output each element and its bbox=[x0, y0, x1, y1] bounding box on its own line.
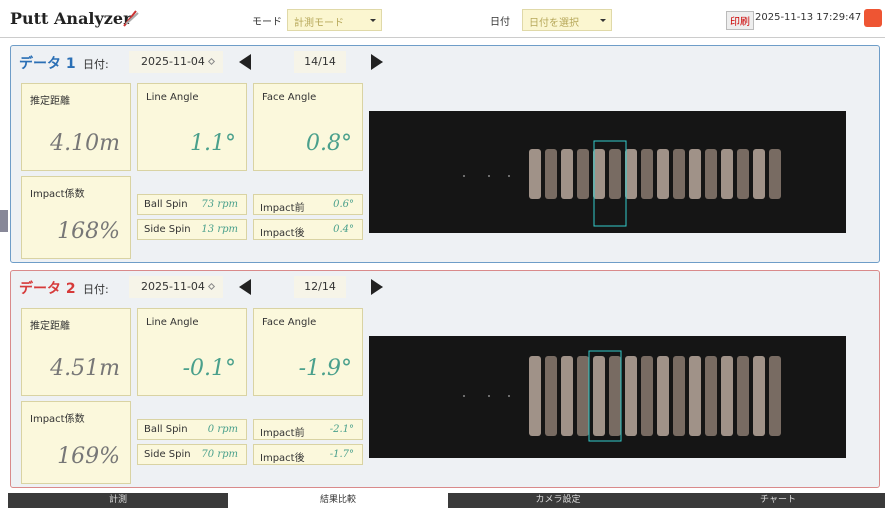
metric-value: 70 rpm bbox=[201, 449, 238, 460]
metric-card: 推定距離 4.10m bbox=[21, 83, 131, 171]
metric-card: Impact前 0.6° bbox=[253, 194, 363, 215]
putter-frames bbox=[463, 140, 781, 227]
prev-button[interactable] bbox=[239, 279, 251, 295]
metric-value: 4.51m bbox=[50, 356, 120, 381]
panel-date-label: 日付: bbox=[83, 58, 109, 71]
metric-label: Impact前 bbox=[260, 203, 305, 214]
metric-label: Face Angle bbox=[262, 92, 317, 103]
metric-value: 73 rpm bbox=[201, 199, 238, 210]
metric-label: Impact係数 bbox=[30, 189, 85, 200]
metric-label: Impact後 bbox=[260, 453, 305, 464]
metric-card: Impact後 -1.7° bbox=[253, 444, 363, 465]
metric-card: Line Angle 1.1° bbox=[137, 83, 247, 171]
metric-label: 推定距離 bbox=[30, 321, 70, 332]
camera-image bbox=[369, 111, 846, 233]
metric-card: Face Angle 0.8° bbox=[253, 83, 363, 171]
counter: 14/14 bbox=[294, 51, 346, 73]
metric-label: 推定距離 bbox=[30, 96, 70, 107]
metric-card: Side Spin 70 rpm bbox=[137, 444, 247, 465]
metric-card: Impact係数 169% bbox=[21, 401, 131, 484]
metric-label: Ball Spin bbox=[144, 199, 188, 210]
metric-value: -1.7° bbox=[329, 449, 354, 460]
metric-card: 推定距離 4.51m bbox=[21, 308, 131, 396]
nav-tab[interactable]: 計測 bbox=[8, 493, 228, 508]
nav-tab[interactable]: カメラ設定 bbox=[448, 493, 668, 508]
app-title: Putt Analyzer bbox=[10, 9, 132, 28]
next-button[interactable] bbox=[371, 54, 383, 70]
metric-card: Line Angle -0.1° bbox=[137, 308, 247, 396]
metric-label: Side Spin bbox=[144, 224, 191, 235]
mode-label: モード bbox=[252, 17, 282, 28]
header: Putt Analyzer モード 計測モード 日付 日付を選択 印刷 2025… bbox=[0, 0, 885, 38]
mode-select[interactable]: 計測モード bbox=[287, 9, 382, 31]
nav-tab[interactable]: 結果比較 bbox=[228, 493, 448, 508]
club-icon bbox=[123, 10, 139, 27]
next-button[interactable] bbox=[371, 279, 383, 295]
metric-value: 168% bbox=[57, 219, 120, 244]
nav-tab[interactable]: チャート bbox=[668, 493, 885, 508]
panel-title: データ 2 bbox=[19, 281, 76, 297]
metric-card: Ball Spin 73 rpm bbox=[137, 194, 247, 215]
panel-date-select[interactable]: 2025-11-04 bbox=[129, 276, 223, 298]
date-select[interactable]: 日付を選択 bbox=[522, 9, 612, 31]
metric-value: 1.1° bbox=[190, 131, 236, 156]
camera-image bbox=[369, 336, 846, 458]
metric-label: Ball Spin bbox=[144, 424, 188, 435]
metric-card: Face Angle -1.9° bbox=[253, 308, 363, 396]
metric-value: 0 rpm bbox=[207, 424, 238, 435]
panel-title: データ 1 bbox=[19, 56, 76, 72]
panel-date-select[interactable]: 2025-11-04 bbox=[129, 51, 223, 73]
power-button[interactable] bbox=[864, 9, 882, 27]
print-button[interactable]: 印刷 bbox=[726, 11, 754, 30]
metric-value: -2.1° bbox=[329, 424, 354, 435]
metric-value: 0.8° bbox=[306, 131, 352, 156]
metric-value: 0.6° bbox=[333, 199, 354, 210]
spinner-icon bbox=[207, 282, 216, 291]
metric-label: Impact前 bbox=[260, 428, 305, 439]
metric-value: -1.9° bbox=[298, 356, 352, 381]
metric-value: 169% bbox=[57, 444, 120, 469]
metric-value: 4.10m bbox=[50, 131, 120, 156]
metric-value: 13 rpm bbox=[201, 224, 238, 235]
prev-button[interactable] bbox=[239, 54, 251, 70]
side-handle[interactable] bbox=[0, 210, 8, 232]
counter: 12/14 bbox=[294, 276, 346, 298]
metric-card: Ball Spin 0 rpm bbox=[137, 419, 247, 440]
metric-value: 0.4° bbox=[333, 224, 354, 235]
metric-label: Impact後 bbox=[260, 228, 305, 239]
metric-card: Impact後 0.4° bbox=[253, 219, 363, 240]
metric-label: Face Angle bbox=[262, 317, 317, 328]
metric-label: Impact係数 bbox=[30, 414, 85, 425]
metric-card: Impact係数 168% bbox=[21, 176, 131, 259]
panel-date-label: 日付: bbox=[83, 283, 109, 296]
metric-label: Line Angle bbox=[146, 92, 199, 103]
metric-card: Impact前 -2.1° bbox=[253, 419, 363, 440]
date-label: 日付 bbox=[490, 17, 510, 28]
metric-label: Line Angle bbox=[146, 317, 199, 328]
putter-frames bbox=[463, 350, 781, 442]
metric-card: Side Spin 13 rpm bbox=[137, 219, 247, 240]
datetime: 2025-11-13 17:29:47 bbox=[755, 12, 862, 23]
metric-value: -0.1° bbox=[182, 356, 236, 381]
metric-label: Side Spin bbox=[144, 449, 191, 460]
data-panel: データ 1 日付: 2025-11-04 14/14 推定距離 4.10m Line Ang… bbox=[10, 45, 880, 263]
data-panel: データ 2 日付: 2025-11-04 12/14 推定距離 4.51m Line Ang… bbox=[10, 270, 880, 488]
spinner-icon bbox=[207, 57, 216, 66]
